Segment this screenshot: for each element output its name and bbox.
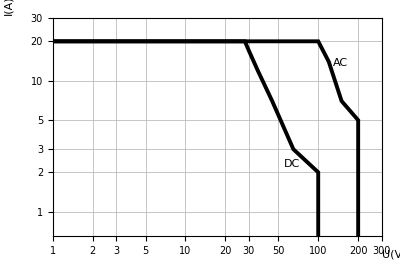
Y-axis label: I(A): I(A): [3, 0, 13, 15]
Text: AC: AC: [333, 58, 348, 68]
Text: DC: DC: [284, 159, 300, 169]
X-axis label: U(V): U(V): [382, 249, 400, 259]
